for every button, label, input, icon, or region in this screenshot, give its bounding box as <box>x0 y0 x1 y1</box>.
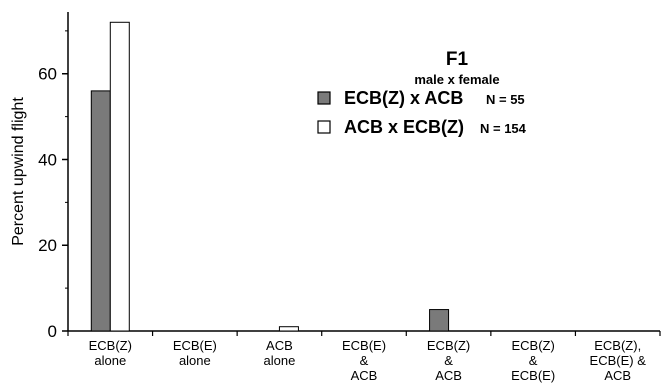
bars <box>90 21 450 332</box>
x-category-label: ACB alone <box>264 338 296 368</box>
bar-2 <box>278 326 299 332</box>
axes <box>67 12 660 332</box>
bar-2 <box>109 21 130 332</box>
legend-title: F1 <box>446 49 469 70</box>
legend-n-label: N = 55 <box>486 92 525 107</box>
category-labels: ECB(Z) alone ECB(E) alone ACB alone ECB(E) & ACB… <box>89 338 647 383</box>
x-category-label: ECB(Z) alone <box>89 338 132 368</box>
legend-label: ACB x ECB(Z) <box>344 117 464 137</box>
x-category-label: ECB(E) alone <box>173 338 217 368</box>
y-axis-label: Percent upwind flight <box>10 97 27 246</box>
legend-swatch <box>317 120 331 134</box>
y-tick-label: 20 <box>38 236 57 255</box>
legend-label: ECB(Z) x ACB <box>344 88 463 108</box>
x-ticks <box>67 331 661 336</box>
x-category-label: ECB(E) & ACB <box>342 338 386 383</box>
bar-1 <box>429 309 450 332</box>
x-category-label: ECB(Z) & ACB <box>427 338 470 383</box>
y-tick-label: 40 <box>38 150 57 169</box>
legend-n-label: N = 154 <box>480 121 527 136</box>
legend: F1 male x female ECB(Z) x ACB N = 55 ACB x… <box>317 49 527 137</box>
x-category-label: ECB(Z) & ECB(E) <box>511 338 555 383</box>
y-tick-label: 60 <box>38 65 57 84</box>
y-ticks: 0 20 40 60 <box>38 30 68 341</box>
x-category-label: ECB(Z), ECB(E) & ACB <box>590 338 647 383</box>
legend-swatch <box>317 91 331 105</box>
legend-subtitle: male x female <box>414 72 499 87</box>
bar-1 <box>90 90 111 332</box>
y-tick-label: 0 <box>48 322 57 341</box>
legend-items: ECB(Z) x ACB N = 55 ACB x ECB(Z) N = 154 <box>317 88 527 137</box>
